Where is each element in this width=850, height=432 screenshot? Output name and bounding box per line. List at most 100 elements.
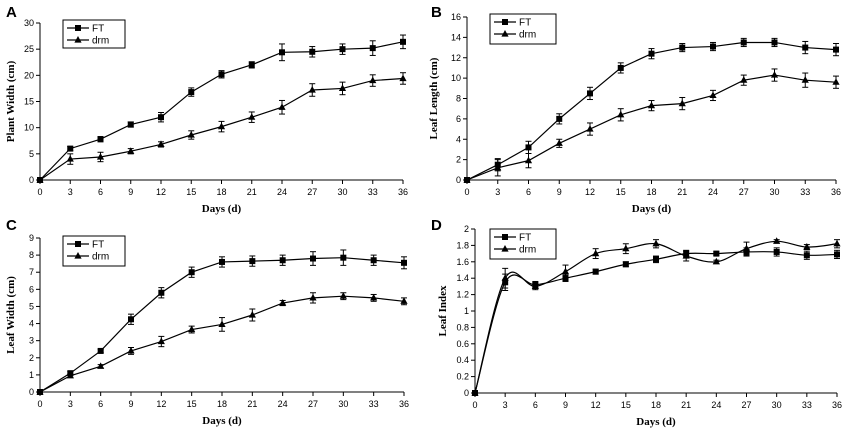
x-tick-label-a: 36: [398, 187, 408, 197]
data-point-drm-c: [400, 297, 408, 304]
series-line-drm-b: [466, 74, 837, 181]
data-point-ft-a: [339, 46, 346, 53]
data-point-ft-b: [587, 90, 593, 97]
y-tick-label-c: 6: [29, 284, 34, 294]
data-point-ft-b: [802, 44, 809, 51]
data-point-ft-b: [771, 39, 778, 46]
data-point-drm-b: [555, 139, 563, 146]
data-point-drm-b: [832, 78, 840, 85]
series-line-ft-b: [466, 41, 837, 181]
y-axis-title-b: Leaf Length (cm): [428, 57, 440, 139]
legend-marker-drm-b: [501, 30, 509, 37]
data-point-ft-a: [279, 49, 285, 56]
data-point-drm-a: [127, 147, 135, 154]
y-tick-label-a: 0: [29, 175, 34, 185]
data-point-ft-c: [279, 257, 286, 264]
y-axis-title-a: Plant Width (cm): [5, 60, 17, 142]
x-tick-label-d: 12: [591, 400, 601, 410]
legend-label-ft-d: FT: [519, 233, 531, 244]
data-point-drm-a: [96, 152, 105, 160]
data-point-drm-a: [338, 84, 347, 92]
x-tick-label-c: 15: [187, 399, 197, 409]
data-point-drm-b: [494, 163, 502, 171]
data-point-drm-d: [712, 257, 720, 265]
data-point-ft-b: [740, 39, 747, 46]
legend-label-drm-a: drm: [92, 36, 109, 47]
y-tick-label-b: 16: [451, 12, 461, 22]
y-tick-label-a: 15: [24, 97, 34, 107]
data-point-ft-a: [188, 89, 195, 96]
legend-label-ft-c: FT: [92, 240, 104, 251]
y-tick-label-b: 14: [451, 32, 461, 42]
x-tick-label-b: 6: [526, 187, 531, 197]
data-point-drm-a: [278, 103, 286, 110]
data-point-drm-b: [740, 76, 748, 83]
legend-box-b: [489, 13, 557, 45]
x-tick-label-a: 18: [216, 187, 226, 197]
legend-label-drm-d: drm: [519, 245, 536, 256]
x-tick-label-c: 0: [37, 399, 42, 409]
legend-marker-drm-d: [501, 245, 509, 252]
x-tick-label-d: 30: [772, 400, 782, 410]
y-tick-label-d: 0.2: [456, 372, 469, 382]
x-tick-label-a: 0: [37, 187, 42, 197]
data-point-drm-a: [36, 176, 44, 183]
data-point-ft-c: [401, 259, 407, 266]
data-point-drm-a: [66, 155, 74, 162]
x-tick-label-d: 15: [621, 400, 631, 410]
data-point-ft-c: [188, 269, 195, 276]
data-point-drm-c: [218, 320, 226, 328]
data-point-drm-a: [217, 122, 226, 130]
x-axis-title-b: Days (d): [632, 203, 672, 215]
y-tick-label-a: 5: [29, 149, 34, 159]
x-tick-label-a: 24: [277, 187, 287, 197]
data-point-drm-d: [561, 267, 570, 275]
data-point-ft-c: [97, 347, 104, 354]
x-tick-label-a: 21: [247, 187, 257, 197]
data-point-drm-b: [678, 99, 686, 107]
x-tick-label-d: 33: [802, 400, 812, 410]
data-point-ft-c: [340, 254, 347, 261]
y-tick-label-c: 0: [29, 387, 34, 397]
y-tick-label-c: 9: [29, 233, 34, 243]
x-tick-label-b: 12: [585, 187, 595, 197]
data-point-ft-c: [128, 316, 134, 323]
data-point-ft-a: [309, 48, 316, 55]
data-point-ft-a: [67, 145, 74, 152]
y-tick-label-d: 0.4: [456, 355, 469, 365]
data-point-drm-c: [66, 371, 74, 379]
data-point-ft-d: [653, 256, 659, 263]
data-point-drm-d: [592, 249, 600, 257]
legend-label-ft-a: FT: [92, 24, 104, 35]
y-tick-label-d: 0.8: [456, 322, 469, 332]
data-point-ft-b: [679, 44, 686, 51]
panel-d: D00.20.40.60.811.21.41.61.820 3 6 9 12 15 18 21…: [431, 217, 842, 428]
y-tick-label-a: 25: [24, 44, 34, 54]
data-point-ft-b: [617, 64, 624, 71]
x-tick-label-c: 30: [338, 399, 348, 409]
x-tick-label-d: 18: [651, 400, 661, 410]
legend-marker-ft-a: [75, 25, 81, 31]
legend-label-ft-b: FT: [519, 18, 531, 29]
data-point-ft-a: [248, 61, 255, 68]
data-point-ft-d: [592, 268, 599, 275]
x-tick-label-d: 27: [741, 400, 751, 410]
y-tick-label-d: 1.4: [456, 273, 469, 283]
data-point-ft-d: [713, 250, 720, 257]
legend-label-drm-b: drm: [519, 30, 536, 41]
series-ft-d: [472, 247, 840, 396]
y-tick-label-c: 7: [29, 267, 34, 277]
y-tick-label-c: 8: [29, 250, 34, 260]
data-point-drm-c: [370, 293, 378, 301]
y-tick-label-c: 4: [29, 319, 34, 329]
y-tick-label-d: 2: [464, 224, 469, 234]
y-tick-label-b: 4: [456, 134, 461, 144]
data-point-ft-d: [834, 251, 840, 258]
y-tick-label-a: 10: [24, 123, 34, 133]
data-point-ft-d: [622, 261, 629, 268]
panel-letter-c: C: [6, 217, 17, 234]
data-point-ft-b: [833, 46, 839, 53]
x-tick-label-b: 33: [800, 187, 810, 197]
